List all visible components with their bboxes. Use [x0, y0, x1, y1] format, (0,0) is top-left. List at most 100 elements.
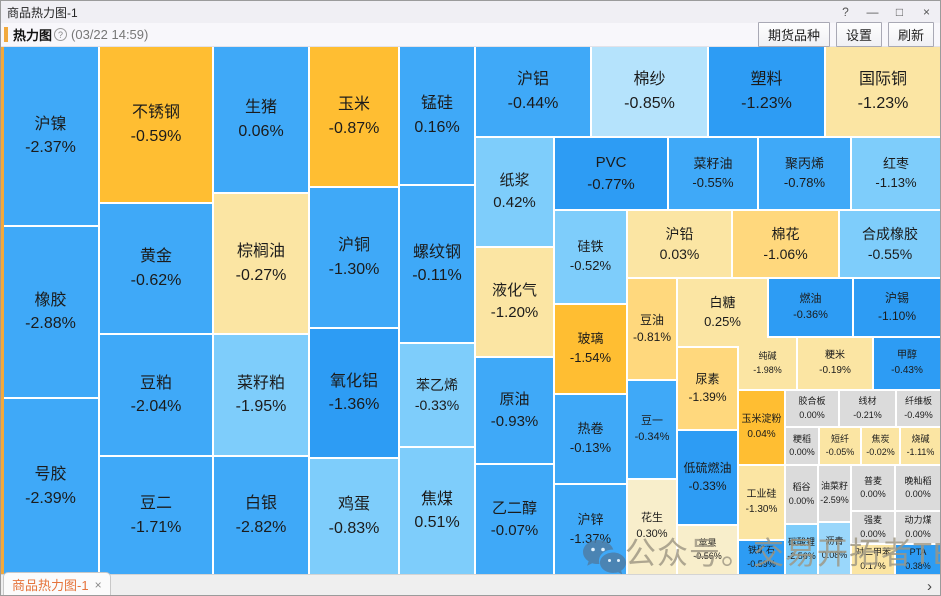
- treemap-cell[interactable]: 白银 -2.82%: [214, 457, 308, 574]
- cell-name: 氧化铝: [329, 372, 378, 390]
- tab-close-icon[interactable]: ×: [94, 577, 102, 592]
- treemap-cell[interactable]: 沪铜 -1.30%: [310, 188, 398, 327]
- treemap-cell[interactable]: 苯乙烯 -0.33%: [400, 344, 474, 446]
- treemap-cell[interactable]: 纸浆 0.42%: [476, 138, 553, 246]
- treemap-cell[interactable]: 晚籼稻 0.00%: [896, 466, 940, 510]
- treemap-cell[interactable]: 沪锌 -1.37%: [555, 485, 626, 574]
- treemap-cell[interactable]: 菜籽油 -0.55%: [669, 138, 757, 209]
- treemap-cell[interactable]: 棉纱 -0.85%: [592, 47, 707, 136]
- treemap-cell[interactable]: 红枣 -1.13%: [852, 138, 940, 209]
- treemap-cell[interactable]: 沪镍 -2.37%: [3, 47, 98, 225]
- treemap-cell[interactable]: 沪铝 -0.44%: [476, 47, 590, 136]
- treemap-cell[interactable]: 沥青 0.08%: [819, 523, 850, 574]
- cell-name: 强麦: [863, 515, 882, 526]
- treemap-cell[interactable]: 碳酸锂 -2.56%: [786, 525, 817, 574]
- treemap-cell[interactable]: 沪锡 -1.10%: [854, 279, 940, 336]
- close-button[interactable]: ×: [922, 5, 930, 19]
- treemap-cell[interactable]: 白糖 0.25%: [678, 279, 767, 346]
- treemap-cell[interactable]: 国际铜 -1.23%: [826, 47, 940, 136]
- cell-name: 豆油: [639, 312, 664, 327]
- treemap-cell[interactable]: 线材 -0.21%: [840, 391, 895, 426]
- cell-value: 0.42%: [493, 194, 536, 211]
- settings-button[interactable]: 设置: [835, 22, 882, 47]
- treemap-cell[interactable]: 普麦 0.00%: [852, 466, 894, 510]
- tab-heatmap-1[interactable]: 商品热力图-1 ×: [3, 572, 111, 595]
- treemap-cell[interactable]: 螺纹钢 -0.11%: [400, 186, 474, 342]
- treemap-cell[interactable]: 玻璃 -1.54%: [555, 305, 626, 393]
- treemap-cell[interactable]: 棉花 -1.06%: [733, 211, 838, 277]
- treemap-cell[interactable]: 低硫燃油 -0.33%: [678, 431, 737, 524]
- treemap-cell[interactable]: 稻谷 0.00%: [786, 466, 817, 523]
- treemap-cell[interactable]: 尿素 -1.39%: [678, 348, 737, 429]
- cell-value: -0.07%: [490, 521, 539, 539]
- refresh-button[interactable]: 刷新: [887, 22, 934, 47]
- treemap-cell[interactable]: 油菜籽 -2.59%: [819, 466, 850, 521]
- treemap-cell[interactable]: 玉米淀粉 0.04%: [739, 391, 784, 464]
- cell-name: 焦煤: [420, 490, 453, 508]
- maximize-button[interactable]: □: [895, 5, 904, 19]
- treemap-cell[interactable]: 号胶 -2.39%: [3, 399, 98, 574]
- treemap-cell[interactable]: 强麦 0.00%: [852, 512, 894, 543]
- treemap-cell[interactable]: 动力煤 0.00%: [896, 512, 940, 543]
- cell-value: -0.36%: [793, 308, 828, 321]
- treemap-cell[interactable]: 焦炭 -0.02%: [862, 428, 899, 464]
- treemap-cell[interactable]: 乙二醇 -0.07%: [476, 465, 553, 574]
- treemap-cell[interactable]: 原油 -0.93%: [476, 358, 553, 463]
- cell-value: -2.04%: [130, 398, 182, 415]
- treemap-cell[interactable]: 锰硅 0.16%: [400, 47, 474, 184]
- help-icon[interactable]: ?: [54, 28, 68, 41]
- cell-value: -1.39%: [688, 389, 727, 404]
- treemap-cell[interactable]: 鸡蛋 -0.83%: [310, 459, 398, 574]
- cell-name: 玉米淀粉: [741, 414, 782, 425]
- cell-name: 低硫燃油: [683, 461, 732, 476]
- cell-name: 甲醇: [897, 350, 917, 361]
- treemap-cell[interactable]: 粳稻 0.00%: [786, 428, 818, 464]
- cell-name: 白银: [244, 495, 277, 513]
- treemap-cell[interactable]: 棕榈油 -0.27%: [214, 194, 308, 333]
- futures-varieties-button[interactable]: 期货品种: [757, 22, 830, 47]
- treemap-cell[interactable]: 工业硅 -1.30%: [739, 466, 784, 539]
- help-button[interactable]: ?: [842, 5, 849, 19]
- treemap-cell[interactable]: 铁矿石 -0.59%: [739, 541, 784, 574]
- treemap-cell[interactable]: 甲醇 -0.43%: [874, 338, 940, 389]
- treemap-cell[interactable]: 硅铁 -0.52%: [555, 211, 626, 303]
- treemap-cell[interactable]: 焦煤 0.51%: [400, 448, 474, 574]
- treemap-cell[interactable]: 豆二 -1.71%: [100, 457, 212, 574]
- minimize-button[interactable]: —: [866, 5, 879, 19]
- window-title: 商品热力图-1: [7, 5, 78, 20]
- tab-scroll-right-button[interactable]: ›: [927, 578, 932, 595]
- treemap-cell[interactable]: 对二甲苯 0.17%: [852, 545, 894, 574]
- treemap-cell[interactable]: 菜籽粕 -1.95%: [214, 335, 308, 455]
- treemap-cell[interactable]: 胶合板 0.00%: [786, 391, 838, 426]
- treemap-cell[interactable]: 玉米 -0.87%: [310, 47, 398, 186]
- treemap-cell[interactable]: 合成橡胶 -0.55%: [840, 211, 940, 277]
- treemap-cell[interactable]: 短纤 -0.05%: [820, 428, 860, 464]
- treemap-cell[interactable]: 热卷 -0.13%: [555, 395, 626, 483]
- cell-name: 原油: [499, 390, 530, 408]
- treemap-cell[interactable]: 豆粕 -2.04%: [100, 335, 212, 455]
- treemap-cell[interactable]: 纯碱 -1.98%: [739, 338, 796, 389]
- treemap-cell[interactable]: 液化气 -1.20%: [476, 248, 553, 356]
- treemap-cell[interactable]: PVC -0.77%: [555, 138, 667, 209]
- treemap-cell[interactable]: 黄金 -0.62%: [100, 204, 212, 333]
- treemap-cell[interactable]: 不锈钢 -0.59%: [100, 47, 212, 202]
- cell-name: 塑料: [750, 71, 783, 89]
- treemap-cell[interactable]: 生猪 0.06%: [214, 47, 308, 192]
- treemap-cell[interactable]: 纤维板 -0.49%: [897, 391, 940, 426]
- treemap-cell[interactable]: 沪铅 0.03%: [628, 211, 731, 277]
- treemap-cell[interactable]: 烧碱 -1.11%: [901, 428, 940, 464]
- cell-name: 苹果: [698, 537, 717, 548]
- treemap-cell[interactable]: 塑料 -1.23%: [709, 47, 824, 136]
- treemap-cell[interactable]: PTA 0.38%: [896, 545, 940, 574]
- treemap-cell[interactable]: 豆油 -0.81%: [628, 279, 676, 379]
- treemap-cell[interactable]: 聚丙烯 -0.78%: [759, 138, 850, 209]
- treemap-cell[interactable]: 氧化铝 -1.36%: [310, 329, 398, 457]
- treemap-cell[interactable]: 花生 0.30%: [628, 480, 676, 574]
- treemap-cell[interactable]: 燃油 -0.36%: [769, 279, 852, 336]
- treemap-cell[interactable]: 苹果 -0.56%: [678, 526, 737, 574]
- cell-value: -1.54%: [569, 350, 612, 365]
- treemap-cell[interactable]: 粳米 -0.19%: [798, 338, 872, 389]
- treemap-cell[interactable]: 豆一 -0.34%: [628, 381, 676, 478]
- cell-value: 0.00%: [799, 409, 825, 420]
- treemap-cell[interactable]: 橡胶 -2.88%: [3, 227, 98, 397]
